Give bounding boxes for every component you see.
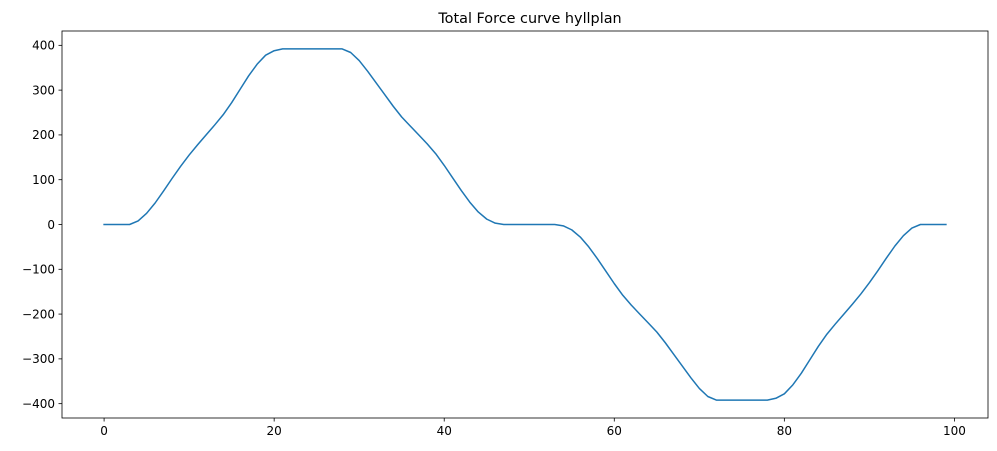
- plot-area: 0 20 40 60 80 100 −400 −300 −200 −100 0 100 200 300 40…: [22, 30, 989, 438]
- x-tick-label: 80: [777, 424, 792, 438]
- y-tick-label: 300: [32, 83, 55, 97]
- y-tick-label: 0: [47, 218, 55, 232]
- y-tick-label: 400: [32, 39, 55, 53]
- series-line-0: [103, 48, 947, 401]
- x-tick-label: 20: [267, 424, 282, 438]
- x-tick-label: 60: [607, 424, 622, 438]
- x-tick-label: 0: [100, 424, 108, 438]
- y-tick-label: −400: [22, 397, 55, 411]
- x-tick-label: 100: [943, 424, 966, 438]
- y-tick-label: −100: [22, 263, 55, 277]
- x-tick-label: 40: [437, 424, 452, 438]
- y-tick-label: −300: [22, 352, 55, 366]
- y-tick-label: 100: [32, 173, 55, 187]
- chart-title: Total Force curve hyllplan: [437, 11, 621, 27]
- y-tick-label: −200: [22, 307, 55, 321]
- y-tick-label: 200: [32, 128, 55, 142]
